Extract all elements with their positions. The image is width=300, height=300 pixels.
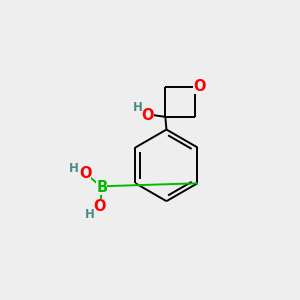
Text: B: B — [96, 180, 107, 195]
Text: O: O — [193, 79, 206, 94]
Text: O: O — [141, 107, 154, 122]
Text: H: H — [85, 208, 94, 221]
Text: H: H — [133, 101, 142, 114]
Text: H: H — [69, 162, 79, 175]
Text: O: O — [94, 200, 106, 214]
Text: O: O — [79, 167, 92, 182]
